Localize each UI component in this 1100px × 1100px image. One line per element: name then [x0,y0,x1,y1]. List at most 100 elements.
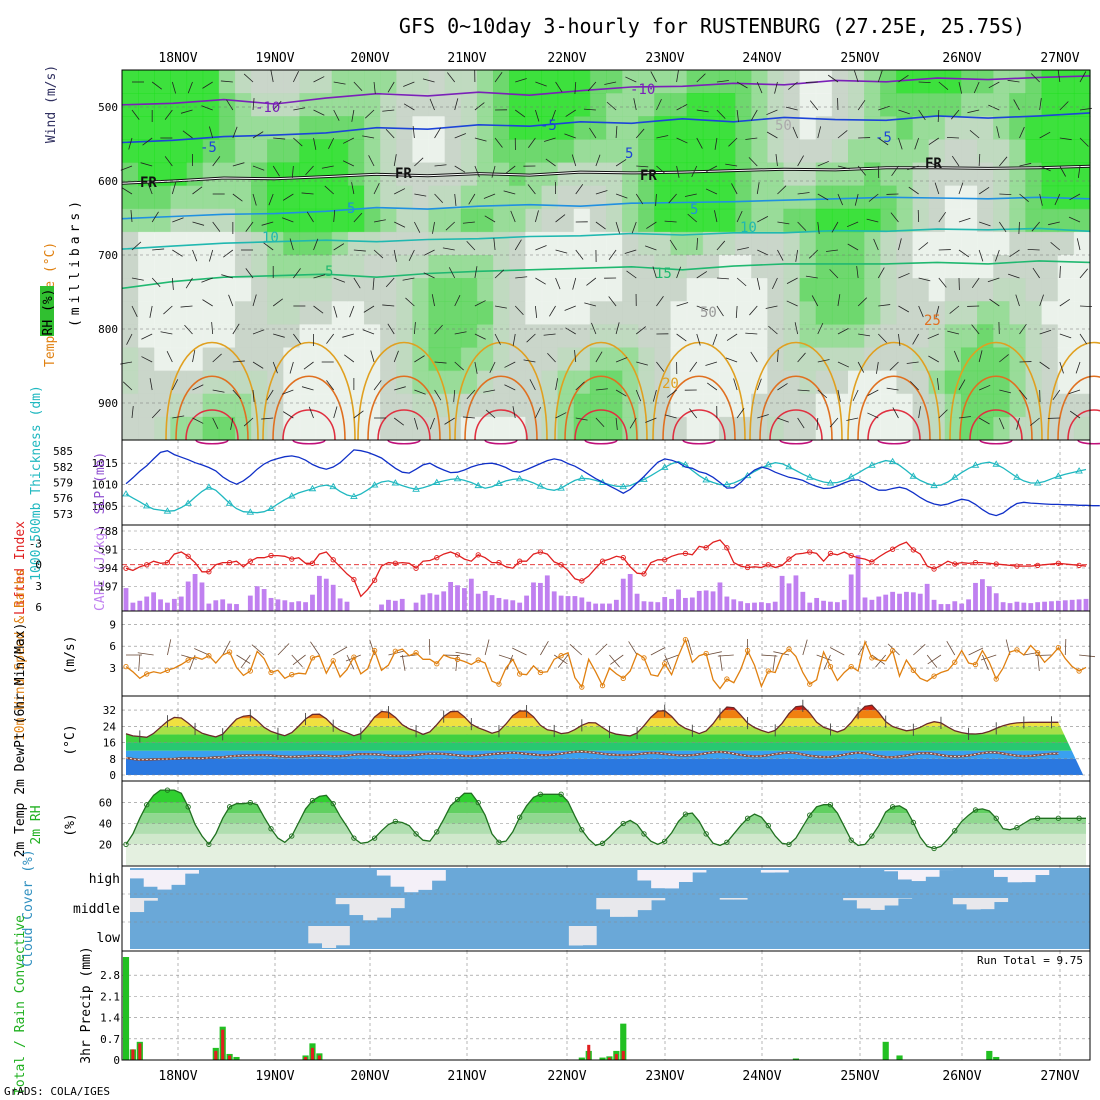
surface-wind-barb [512,647,527,656]
thickness-point [267,504,275,512]
wind10m-panel: 963 [109,611,1096,696]
wind-barb [243,73,254,83]
thickness-point [805,473,814,480]
lifted-index-point [848,552,854,559]
rh-cell [509,139,526,164]
cape-bar [814,597,820,611]
wind-barb [454,165,466,173]
cape-bar [1007,603,1013,611]
temp-band-group [126,705,1086,775]
wind-barb [192,221,205,226]
warm-isotherm [454,341,548,441]
cape-bar [931,599,937,611]
rh-cell [751,162,768,187]
rh-cell [638,93,655,117]
rh-cell [493,393,510,418]
rh-cell [509,185,526,210]
rh-cell [138,393,155,418]
wind-barb [938,81,949,91]
rh-cell [751,347,768,372]
rh-cell [557,255,575,279]
rh-cell [880,347,897,372]
rh-cell [670,231,688,256]
wind-barb [268,193,274,206]
rh-cell [783,347,801,372]
cape-bar [1076,599,1082,611]
warm-isotherm [979,439,1013,445]
rh-cell [993,301,1010,325]
rh-cell [412,393,430,418]
lifted-index-point [537,549,544,555]
rh-cell [831,231,849,256]
rh-cell [493,231,510,256]
wind-barb [403,81,415,87]
wind-barb [666,389,677,398]
rh-cell [799,301,817,325]
rh-cell [460,185,478,210]
wind-barb [192,417,204,424]
rh-cell [735,93,752,117]
rh-cell [686,393,704,418]
rh2m-point [1035,815,1041,821]
wind-barb [126,333,133,345]
wind-barb [373,249,384,259]
wind-barb [837,193,844,206]
rh-cell [880,393,897,418]
rh-cell [251,162,268,187]
cape-bar [669,598,675,611]
rh-cell [960,231,978,256]
wind-barb [772,277,778,290]
rh-cell [251,116,268,140]
rh-cell [702,324,720,349]
wind-barb [756,378,762,391]
rh-cell [299,278,317,302]
wind-barb [252,361,264,369]
rh-cell [573,116,591,140]
isotherm--5 [121,112,1091,144]
rh-cell [476,347,494,372]
rh-cell [783,139,801,164]
thickness-point [1075,467,1083,474]
cape-bar [275,599,281,611]
wind-barb [891,165,899,177]
rh-cell [154,116,171,140]
rh-cell [944,139,962,164]
wind-barb [777,383,788,391]
wind-barb [714,137,718,150]
wind-barb [1019,126,1025,139]
rh-cell [186,185,204,210]
warm-isotherm [1047,341,1100,441]
wind-barb [187,81,193,94]
wind-barb [604,81,617,85]
rh-cell [428,347,446,372]
wind-barb [393,350,399,363]
rh2m-point [268,826,274,832]
cape-bar [897,593,902,611]
lifted-index-point [413,565,419,571]
wind-barb [172,249,183,257]
rh-cell [170,231,188,256]
wind-barb [245,221,254,232]
thickness-point [391,479,400,486]
warm-isotherm [377,409,431,441]
rh-cell [299,185,317,210]
surface-wind-barb [292,654,306,666]
rh-cell [1009,301,1027,325]
surface-wind-barb [167,639,172,656]
thickness-axis-label: 1000-500mb Thickness (dm) [29,385,44,581]
cape-bar [655,602,661,611]
rh-cell [412,139,430,164]
cloud-cell [651,870,666,889]
temp2m-tick: 16 [103,737,116,750]
wind-barb [946,136,959,139]
wind-barb [656,98,662,111]
rh-cell [751,278,768,302]
wind-barb [958,81,963,94]
wind10m-point [848,663,854,670]
wind-barb [795,249,799,262]
rh-cell [783,393,801,418]
wind-barb [514,109,526,118]
rh-cell [799,162,817,187]
rh-cell [944,93,962,117]
wind-barb [748,157,758,167]
